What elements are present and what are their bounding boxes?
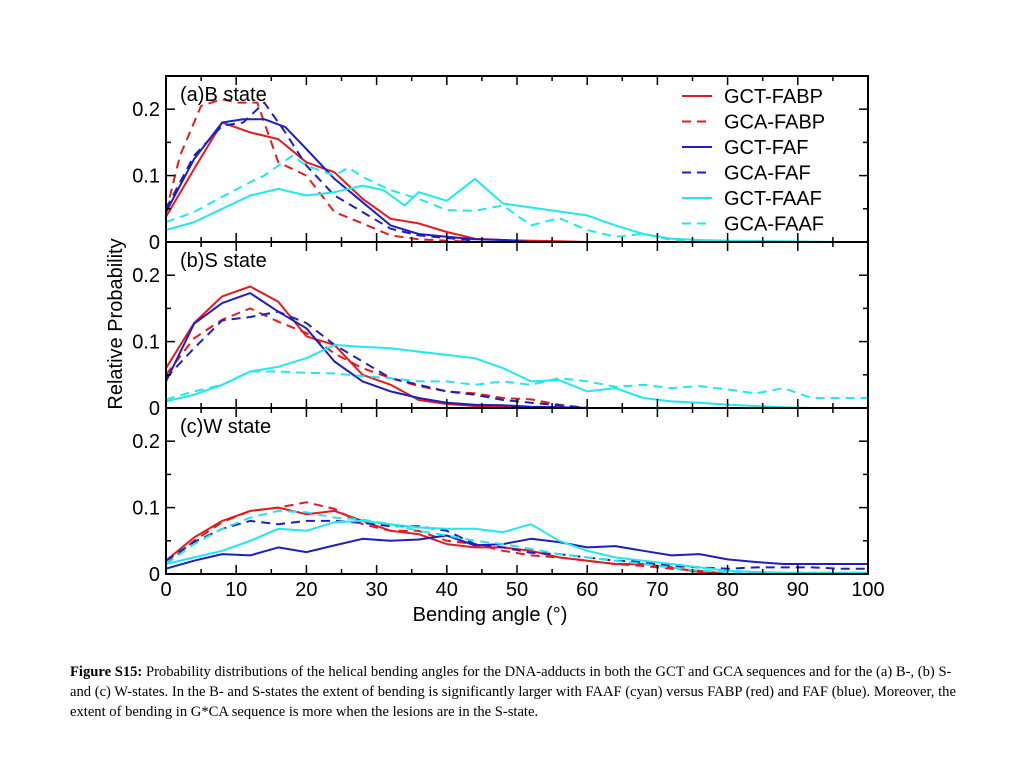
series-line-gca-faf <box>165 519 868 570</box>
legend-item: GCT-FAF <box>682 137 808 159</box>
chart-panels: 0 0.1 0.2 (a)B state 0 0.1 0.2 (b)S state 0 0.1 0.… <box>132 75 869 586</box>
legend-item: GCA-FAF <box>682 163 811 185</box>
y-tick-label: 0.1 <box>132 332 160 354</box>
legend-item: GCA-FABP <box>682 112 825 134</box>
panel-label: (a)B state <box>180 84 267 106</box>
caption-text: Probability distributions of the helical… <box>70 664 956 720</box>
y-tick-label: 0.2 <box>132 265 160 287</box>
series-line-gca-fabp <box>165 98 475 243</box>
y-tick-label: 0.2 <box>132 431 160 453</box>
series-line-gca-faf <box>165 310 588 409</box>
series-line-gct-faf <box>165 118 532 243</box>
legend-item: GCA-FAAF <box>682 214 824 236</box>
panel-2: 0 0.1 0.2 (b)S state <box>132 241 869 420</box>
legend-item: GCT-FAAF <box>682 188 822 210</box>
x-tick-label: 40 <box>436 579 458 601</box>
series-line-gca-faaf <box>165 370 868 401</box>
caption-label: Figure S15: <box>70 664 143 680</box>
series-line-gca-faaf <box>165 154 868 243</box>
y-tick-label: 0.1 <box>132 498 160 520</box>
x-tick-labels: 0 10 20 30 40 50 60 70 80 90 100 <box>160 579 884 601</box>
x-tick-label: 80 <box>716 579 738 601</box>
series-line-gca-fabp <box>165 307 588 409</box>
x-tick-label: 70 <box>646 579 668 601</box>
y-tick-label: 0 <box>149 564 160 586</box>
y-tick-label: 0 <box>149 398 160 420</box>
legend-label: GCT-FABP <box>724 86 823 108</box>
x-tick-label: 20 <box>295 579 317 601</box>
series-line-gct-faf <box>165 534 868 570</box>
x-tick-label: 0 <box>160 579 171 601</box>
panel-label: (c)W state <box>180 416 271 438</box>
series-line-gca-faaf <box>165 509 868 574</box>
bending-angle-figure: 0 0.1 0.2 (a)B state 0 0.1 0.2 (b)S state 0 0.1 0.… <box>105 75 885 626</box>
legend-label: GCT-FAF <box>724 137 808 159</box>
figure-caption: Figure S15: Probability distributions of… <box>70 662 970 722</box>
panel-frame <box>165 241 869 409</box>
series-line-gct-faaf <box>165 343 868 409</box>
legend-label: GCA-FAAF <box>724 214 824 236</box>
y-axis-label: Relative Probability <box>105 238 127 409</box>
series-line-gca-fabp <box>165 501 728 575</box>
series-line-gct-faf <box>165 292 588 409</box>
y-tick-label: 0.2 <box>132 99 160 121</box>
x-tick-label: 90 <box>787 579 809 601</box>
legend-label: GCT-FAAF <box>724 188 822 210</box>
x-tick-label: 50 <box>506 579 528 601</box>
series-line-gca-faf <box>165 101 475 242</box>
legend: GCT-FABP GCA-FABP GCT-FAF GCA-FAF GCT-FAAF GC… <box>682 86 825 236</box>
legend-item: GCT-FABP <box>682 86 823 108</box>
x-tick-label: 30 <box>365 579 387 601</box>
x-tick-label: 10 <box>225 579 247 601</box>
y-tick-label: 0 <box>149 232 160 254</box>
panel-label: (b)S state <box>180 250 267 272</box>
x-axis-label: Bending angle (°) <box>413 604 568 626</box>
series-line-gct-fabp <box>165 121 588 243</box>
panel-3: 0 0.1 0.2 (c)W state <box>132 407 869 586</box>
legend-label: GCA-FABP <box>724 112 825 134</box>
x-tick-label: 60 <box>576 579 598 601</box>
legend-label: GCA-FAF <box>724 163 811 185</box>
y-tick-label: 0.1 <box>132 166 160 188</box>
x-tick-label: 100 <box>851 579 884 601</box>
